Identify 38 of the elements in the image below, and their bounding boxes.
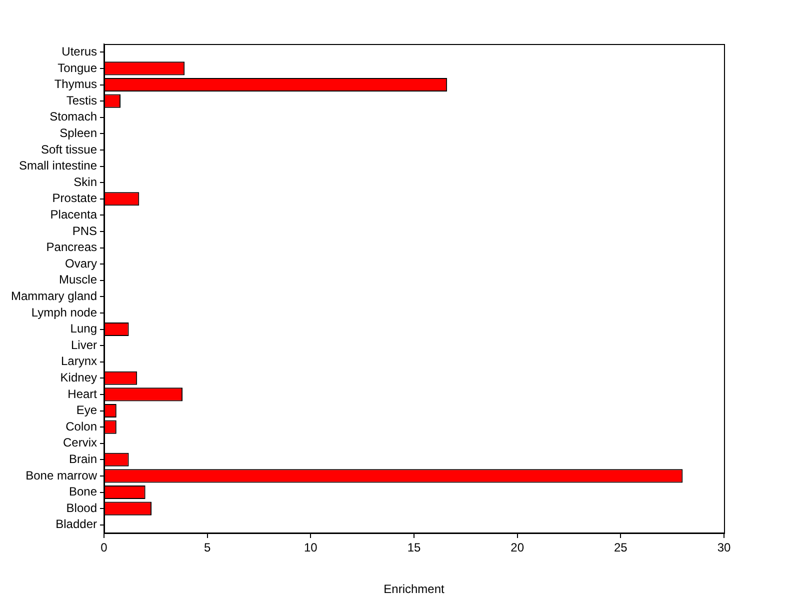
- y-tick-label: Colon: [66, 419, 97, 434]
- y-tick-label: Small intestine: [18, 158, 98, 173]
- y-tick-label: Uterus: [62, 44, 97, 58]
- y-tick-label: Heart: [68, 386, 98, 401]
- y-tick-label: Testis: [66, 93, 97, 108]
- y-tick-label: Kidney: [60, 370, 97, 384]
- y-tick-label: Bladder: [56, 517, 97, 532]
- y-tick-label: Lung: [70, 322, 97, 336]
- y-tick-label: Bone marrow: [26, 468, 98, 482]
- y-tick-label: Muscle: [58, 272, 98, 287]
- y-tick-label: Ovary: [64, 256, 97, 270]
- y-tick-label: Prostate: [52, 191, 98, 206]
- x-tick-label: 10: [304, 540, 318, 555]
- y-tick-label: Stomach: [50, 110, 97, 124]
- y-tick-label: Bone: [68, 484, 98, 499]
- y-tick-label: Skin: [74, 174, 97, 189]
- y-tick-label: Mammary gland: [10, 288, 97, 303]
- y-tick-label: Lymph node: [31, 305, 98, 320]
- y-tick-label: Cervix: [62, 436, 97, 450]
- y-tick-label: Larynx: [60, 354, 97, 368]
- y-tick-label: Eye: [76, 403, 98, 418]
- x-tick-label: 15: [407, 540, 421, 555]
- y-tick-label: Soft tissue: [40, 142, 98, 156]
- y-tick-label: Thymus: [54, 77, 97, 92]
- y-tick-label: Placenta: [50, 207, 98, 222]
- x-tick-label: 5: [204, 540, 211, 555]
- x-tick-label: 0: [100, 540, 108, 555]
- y-tick-label: Brain: [68, 452, 97, 466]
- x-tick-label: 20: [510, 540, 524, 555]
- y-tick-label: Blood: [66, 500, 97, 515]
- y-tick-label: Pancreas: [46, 240, 97, 254]
- y-tick-label: PNS: [72, 224, 97, 238]
- x-tick-label: 30: [717, 540, 731, 555]
- x-axis-title: Enrichment: [384, 582, 446, 596]
- y-tick-label: Tongue: [58, 60, 98, 75]
- y-tick-label: Spleen: [60, 126, 97, 140]
- y-tick-label: Liver: [70, 338, 97, 352]
- x-tick-label: 25: [614, 540, 628, 555]
